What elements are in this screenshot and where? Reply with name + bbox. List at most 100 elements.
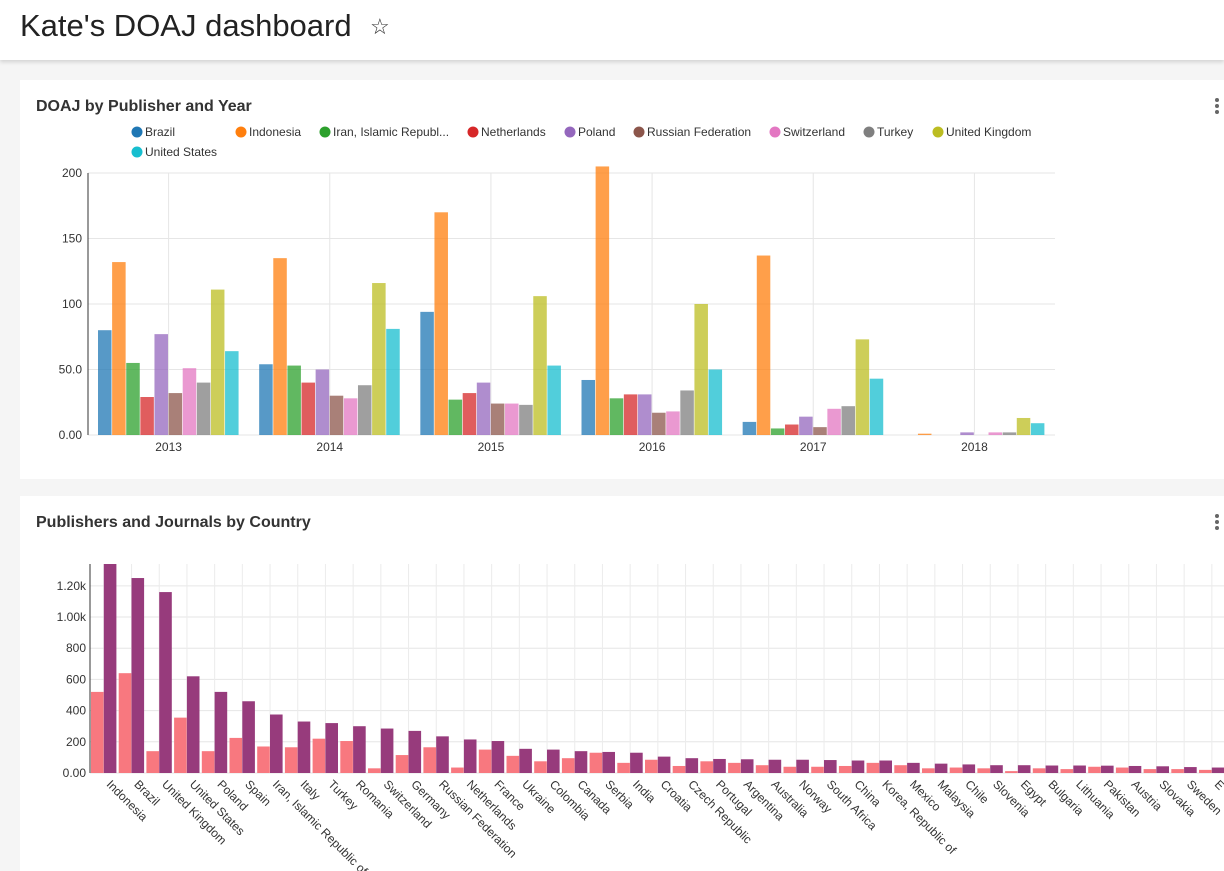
bar [1115, 767, 1129, 773]
legend-item[interactable]: United Kingdom [932, 125, 1032, 139]
legend-label: United Kingdom [946, 125, 1031, 139]
y-tick-label: 0.00 [59, 428, 83, 442]
bar [708, 369, 723, 435]
bar [434, 212, 448, 435]
bar [824, 760, 837, 773]
y-tick-label: 1.00k [57, 610, 87, 624]
legend-item[interactable]: Turkey [863, 125, 914, 139]
bar [519, 748, 532, 773]
y-tick-label: 1.20k [57, 579, 87, 593]
legend-item[interactable]: Brazil [131, 125, 176, 139]
legend-label: Indonesia [249, 125, 301, 139]
bar [201, 751, 215, 773]
legend-marker [633, 126, 645, 138]
bar [617, 762, 630, 773]
bar [182, 368, 197, 435]
bar [436, 736, 449, 773]
panel-title: DOAJ by Publisher and Year [36, 98, 252, 115]
bar [672, 765, 686, 773]
x-tick-label: E [1212, 777, 1224, 793]
bar [126, 362, 140, 435]
chart-panel-country: Publishers and Journals by Country 0.00 2… [20, 496, 1224, 871]
bar [372, 283, 386, 435]
bar [685, 758, 699, 773]
bar [242, 701, 255, 773]
bar [666, 411, 680, 435]
bar [657, 756, 671, 773]
bar [799, 416, 813, 435]
bar [547, 749, 560, 773]
bar [462, 393, 477, 435]
bar [581, 379, 596, 435]
bar [623, 394, 638, 435]
legend-label: Iran, Islamic Republ... [333, 125, 449, 139]
bar [1045, 765, 1059, 773]
bar [1073, 765, 1086, 773]
legend-marker [131, 146, 143, 158]
panel-menu-icon[interactable] [1212, 512, 1222, 532]
bar [270, 714, 283, 773]
bar [386, 328, 400, 435]
legend-label: Poland [578, 125, 615, 139]
legend-item[interactable]: Iran, Islamic Republ... [319, 125, 450, 139]
bar [225, 351, 239, 435]
bar [1184, 767, 1197, 773]
bar [1060, 769, 1074, 773]
legend-item[interactable]: Poland [564, 125, 616, 139]
bar [770, 428, 785, 435]
bar [907, 762, 920, 773]
x-tick-label: Turkey [325, 777, 361, 813]
bar [652, 412, 666, 435]
chart-panel-publisher-year: DOAJ by Publisher and Year Brazil Indones… [20, 80, 1224, 479]
y-tick-label: 200 [66, 735, 86, 749]
star-icon[interactable]: ☆ [370, 14, 390, 39]
bar [420, 311, 434, 435]
bar [297, 721, 311, 773]
bar [894, 765, 907, 773]
bar [855, 339, 870, 435]
bar [990, 765, 1003, 773]
bar [312, 738, 326, 773]
bar [574, 751, 588, 773]
x-tick-label: 2014 [316, 440, 343, 454]
bar [827, 408, 841, 435]
bar [1002, 432, 1017, 435]
bar [1030, 423, 1045, 435]
bar [329, 395, 344, 435]
legend-marker [319, 126, 331, 138]
panel-menu-icon[interactable] [1212, 96, 1222, 116]
bar [1017, 765, 1031, 773]
bar [796, 759, 809, 773]
bar [325, 723, 338, 773]
bar [756, 255, 771, 435]
legend-item[interactable]: Russian Federation [633, 125, 752, 139]
legend-item[interactable]: United States [131, 145, 218, 159]
y-tick-label: 100 [62, 297, 82, 311]
bar [210, 289, 225, 435]
bar [1016, 417, 1031, 435]
bar [768, 759, 782, 773]
x-tick-label: 2018 [961, 440, 988, 454]
legend-label: Switzerland [783, 125, 845, 139]
bar [813, 427, 827, 435]
bar [1005, 771, 1018, 773]
bar [214, 691, 228, 773]
bar [463, 739, 477, 773]
bar [838, 765, 852, 773]
y-tick-label: 400 [66, 704, 86, 718]
bar [131, 578, 145, 773]
bar [713, 758, 726, 773]
legend-item[interactable]: Indonesia [235, 125, 302, 139]
bar [960, 432, 974, 435]
bar [728, 762, 741, 773]
bar [273, 258, 287, 435]
bar [680, 390, 694, 435]
bar [1156, 766, 1169, 773]
bar [259, 364, 273, 435]
legend-marker [131, 126, 143, 138]
legend-item[interactable]: Switzerland [769, 125, 846, 139]
dashboard-header: Kate's DOAJ dashboard ☆ [0, 0, 1224, 60]
legend-item[interactable]: Netherlands [467, 125, 546, 139]
legend-marker [467, 126, 479, 138]
bar [368, 768, 381, 773]
